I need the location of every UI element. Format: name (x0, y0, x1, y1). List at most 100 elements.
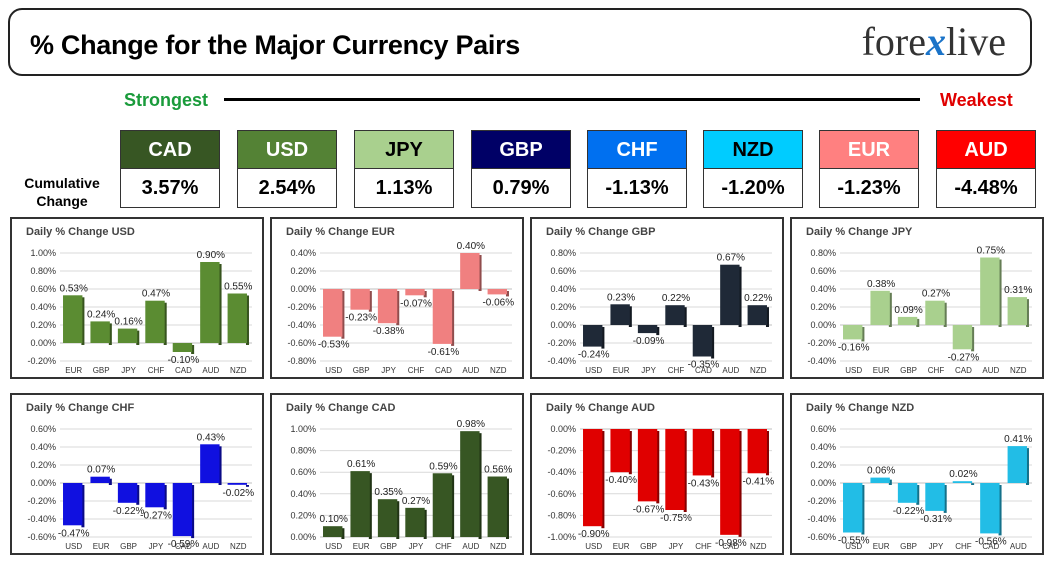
y-tick-label: -0.20% (27, 356, 56, 366)
bar-shadow (218, 446, 222, 485)
cumulative-value: 3.57% (120, 169, 220, 208)
x-tick-label: JPY (381, 366, 396, 375)
bar-cad (172, 343, 193, 352)
bar-usd (323, 289, 343, 337)
data-label: -0.90% (578, 529, 610, 540)
x-tick-label: NZD (750, 542, 767, 551)
chart-title: Daily % Change AUD (546, 402, 655, 414)
currency-box-gbp: GBP 0.79% (471, 130, 571, 208)
bar-chf (925, 300, 945, 325)
y-tick-label: 0.40% (290, 489, 316, 499)
x-tick-label: GBP (380, 542, 397, 551)
y-tick-label: 0.00% (290, 284, 316, 294)
bar-shadow (191, 485, 195, 539)
chart-title: Daily % Change GBP (546, 226, 655, 238)
data-label: -0.47% (58, 528, 90, 539)
chart-panel-chf: Daily % Change CHF 0.60% 0.40% 0.20% 0.00% -0… (10, 393, 264, 555)
data-label: 0.02% (949, 469, 977, 480)
bar-shadow (738, 431, 742, 537)
title-banner: % Change for the Major Currency Pairs fo… (8, 8, 1032, 76)
y-tick-label: -0.20% (547, 338, 576, 348)
x-tick-label: AUD (202, 542, 219, 551)
x-tick-label: NZD (230, 366, 247, 375)
data-label: -0.35% (688, 360, 720, 371)
data-label: -0.40% (605, 475, 637, 486)
bar-chf (952, 481, 973, 483)
y-tick-label: -0.40% (807, 514, 836, 524)
currency-box-cad: CAD 3.57% (120, 130, 220, 208)
y-tick-label: 0.60% (810, 266, 836, 276)
chart-panel-aud: Daily % Change AUD 0.00% -0.20% -0.40% -0.60… (530, 393, 784, 555)
bar-shadow (943, 485, 947, 513)
bar-shadow (765, 307, 769, 327)
data-label: -0.31% (920, 514, 952, 525)
bar-shadow (163, 302, 167, 345)
y-tick-label: -0.40% (807, 356, 836, 366)
x-tick-label: USD (845, 366, 862, 375)
y-tick-label: 0.40% (290, 248, 316, 258)
bar-eur (870, 290, 890, 325)
data-label: -0.59% (168, 539, 200, 550)
x-tick-label: USD (585, 366, 602, 375)
bar-shadow (998, 259, 1002, 327)
bar-gbp (90, 321, 110, 343)
data-label: -0.27% (140, 510, 172, 521)
x-tick-label: CAD (982, 542, 999, 551)
x-tick-label: EUR (873, 366, 890, 375)
y-tick-label: 0.20% (30, 320, 56, 330)
y-tick-label: 0.20% (290, 510, 316, 520)
bar-nzd (747, 429, 767, 474)
x-tick-label: JPY (409, 542, 424, 551)
bar-usd (63, 483, 83, 526)
bar-shadow (478, 255, 482, 291)
y-tick-label: 0.40% (30, 302, 56, 312)
x-tick-label: CHF (928, 366, 945, 375)
chart-panel-eur: Daily % Change EUR 0.40% 0.20% 0.00% -0.20% -… (270, 217, 524, 379)
bar-shadow (81, 485, 85, 528)
bar-gbp (377, 499, 398, 537)
page-title: % Change for the Major Currency Pairs (30, 30, 521, 60)
data-label: -0.02% (222, 488, 254, 499)
bar-cad (172, 483, 193, 537)
bar-gbp (897, 316, 918, 325)
x-tick-label: JPY (669, 542, 684, 551)
bar-cad (952, 325, 973, 350)
chart-title: Daily % Change NZD (806, 402, 914, 414)
bar-shadow (505, 478, 509, 539)
bar-nzd (227, 293, 247, 343)
bar-cad (432, 289, 453, 344)
bar-shadow (108, 323, 112, 345)
bar-shadow (916, 318, 920, 327)
x-tick-label: CHF (695, 542, 712, 551)
data-label: 0.24% (87, 309, 115, 320)
weakest-label: Weakest (940, 90, 1013, 110)
bar-shadow (341, 528, 345, 539)
chart-title: Daily % Change CHF (26, 402, 134, 414)
data-label: 0.16% (114, 317, 142, 328)
x-tick-label: CHF (148, 366, 165, 375)
bar-chf (692, 429, 713, 476)
bar-shadow (711, 327, 715, 359)
data-label: 0.22% (662, 293, 690, 304)
x-tick-label: USD (585, 542, 602, 551)
bar-cad (980, 483, 1000, 534)
y-tick-label: -0.80% (287, 356, 316, 366)
data-label: 0.41% (1004, 434, 1032, 445)
bar-nzd (227, 483, 247, 485)
bar-shadow (711, 431, 715, 478)
bar-jpy (405, 507, 425, 537)
bar-shadow (656, 431, 660, 504)
bar-shadow (601, 327, 605, 349)
chart-aud: Daily % Change AUD 0.00% -0.20% -0.40% -0.60… (546, 402, 774, 551)
bar-shadow (861, 485, 865, 535)
bar-shadow (451, 291, 455, 346)
bar-shadow (191, 345, 195, 354)
data-label: 0.59% (429, 461, 457, 472)
x-tick-label: JPY (149, 542, 164, 551)
y-tick-label: -0.60% (807, 532, 836, 542)
data-label: 0.35% (374, 487, 402, 498)
forexlive-logo: forexlive (862, 18, 1006, 65)
bar-chf (665, 305, 685, 325)
data-label: -0.22% (113, 506, 145, 517)
bar-jpy (925, 483, 945, 511)
